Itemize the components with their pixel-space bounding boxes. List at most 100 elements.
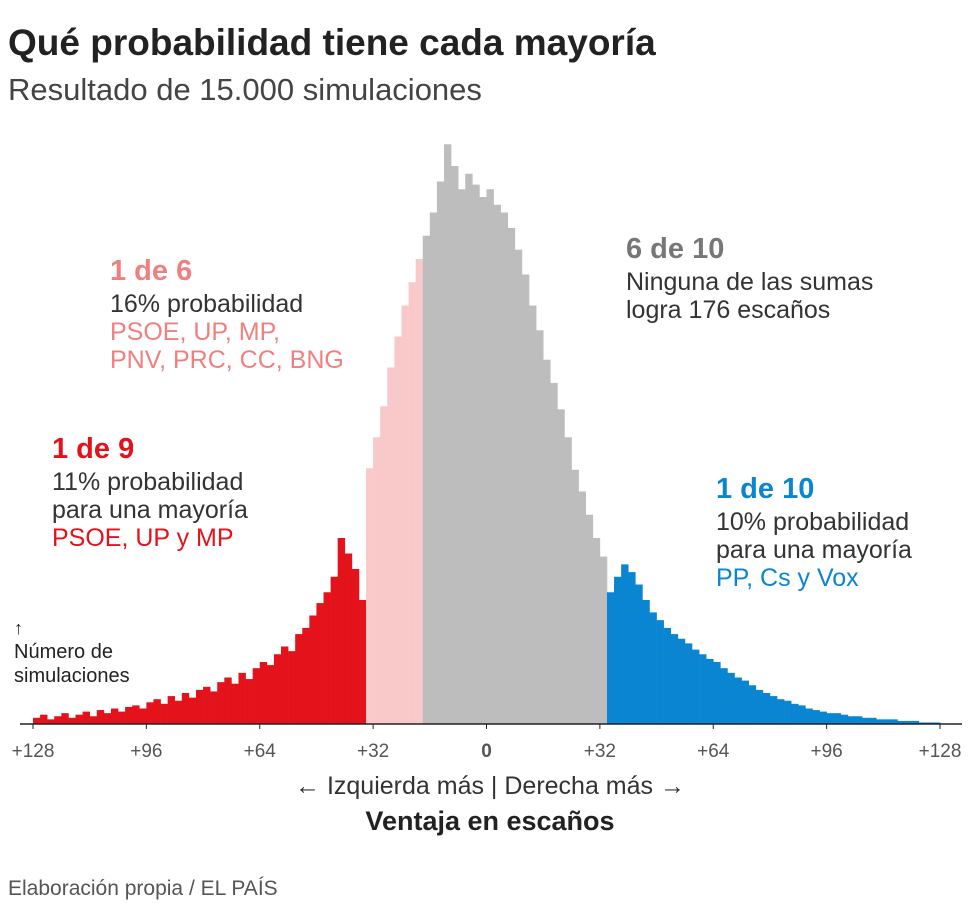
bar [96, 710, 105, 724]
x-tick-label: +96 [811, 741, 843, 762]
annotation-line: PNV, PRC, CC, BNG [110, 346, 344, 374]
bar [174, 700, 183, 724]
x-tick-label: +96 [130, 741, 162, 762]
bar [798, 705, 806, 724]
bar [217, 682, 225, 724]
x-tick-label: +32 [584, 741, 616, 762]
bar [415, 259, 424, 724]
bar [351, 569, 360, 724]
annotation-line: Ninguna de las sumas [626, 268, 873, 296]
y-label: ↑ [14, 618, 23, 638]
annotation-line: logra 176 escaños [626, 296, 830, 324]
bar [146, 702, 154, 724]
bar [897, 720, 905, 724]
chart-subtitle: Resultado de 15.000 simulaciones [8, 72, 482, 107]
bar [826, 713, 835, 724]
bar [288, 651, 296, 724]
bar [628, 572, 636, 724]
bar [720, 668, 728, 724]
bar [663, 627, 672, 724]
bar [876, 719, 884, 724]
bar [387, 367, 395, 724]
bar [281, 646, 289, 724]
bar [125, 706, 133, 724]
x-axis-title: Ventaja en escaños [365, 806, 614, 836]
bar [401, 305, 409, 724]
bar [224, 677, 232, 724]
bar [812, 710, 820, 724]
bar [791, 703, 799, 724]
bar [54, 716, 62, 724]
bar [118, 711, 126, 724]
bar [61, 713, 69, 724]
bar [614, 576, 622, 724]
bar [578, 491, 587, 724]
x-tick-label: +32 [357, 741, 389, 762]
bar [769, 696, 778, 724]
annotation-line: 10% probabilidad [716, 508, 909, 536]
bar [167, 696, 176, 724]
x-caption: ← Izquierda más | Derecha más → [295, 772, 685, 800]
bar [649, 612, 657, 724]
bar [451, 166, 459, 724]
bar [557, 409, 565, 724]
bar [706, 658, 714, 724]
bar [153, 699, 161, 724]
bar [684, 643, 693, 724]
bar [599, 556, 608, 724]
bar [911, 720, 920, 724]
bar [47, 719, 55, 724]
bar [656, 620, 664, 724]
bar [621, 564, 629, 724]
bar [805, 708, 813, 724]
source: Elaboración propia / EL PAÍS [8, 877, 278, 900]
y-label: simulaciones [14, 665, 130, 687]
bar [585, 514, 594, 724]
bar [68, 717, 76, 724]
bar [295, 634, 303, 724]
bar [741, 680, 749, 724]
bar [160, 703, 168, 724]
annotation-heading: 1 de 6 [110, 255, 192, 287]
bar [755, 689, 764, 724]
annotation-line: para una mayoría [52, 496, 248, 524]
bar [458, 189, 466, 724]
annotation-line: 16% probabilidad [110, 290, 303, 318]
annotation-heading: 1 de 10 [716, 473, 814, 505]
bar [380, 406, 388, 724]
bar [408, 282, 416, 724]
annotation-heading: 6 de 10 [626, 233, 724, 265]
bar [727, 672, 735, 724]
bar [883, 719, 891, 724]
bar [316, 603, 324, 724]
bar [394, 336, 402, 724]
annotation-line: para una mayoría [716, 536, 912, 564]
bar [606, 592, 615, 724]
bar [188, 697, 197, 724]
bar [273, 654, 282, 724]
bar [762, 693, 771, 724]
x-tick-label: +128 [919, 741, 962, 762]
bar [245, 679, 253, 724]
bar [536, 330, 544, 724]
bar [472, 184, 480, 725]
bar [110, 708, 119, 724]
bar [691, 649, 700, 724]
bar [592, 538, 601, 724]
bar [571, 469, 579, 724]
bar [373, 437, 381, 724]
bar [529, 305, 537, 724]
bar [337, 538, 346, 724]
bar [139, 708, 147, 724]
bar [429, 212, 438, 724]
bar [904, 720, 912, 724]
bar [925, 722, 934, 724]
bars [33, 144, 941, 725]
bar [33, 717, 41, 724]
bar [323, 592, 331, 724]
bar [75, 714, 83, 724]
bar [89, 716, 98, 724]
bar [203, 686, 211, 724]
bar [231, 683, 239, 724]
